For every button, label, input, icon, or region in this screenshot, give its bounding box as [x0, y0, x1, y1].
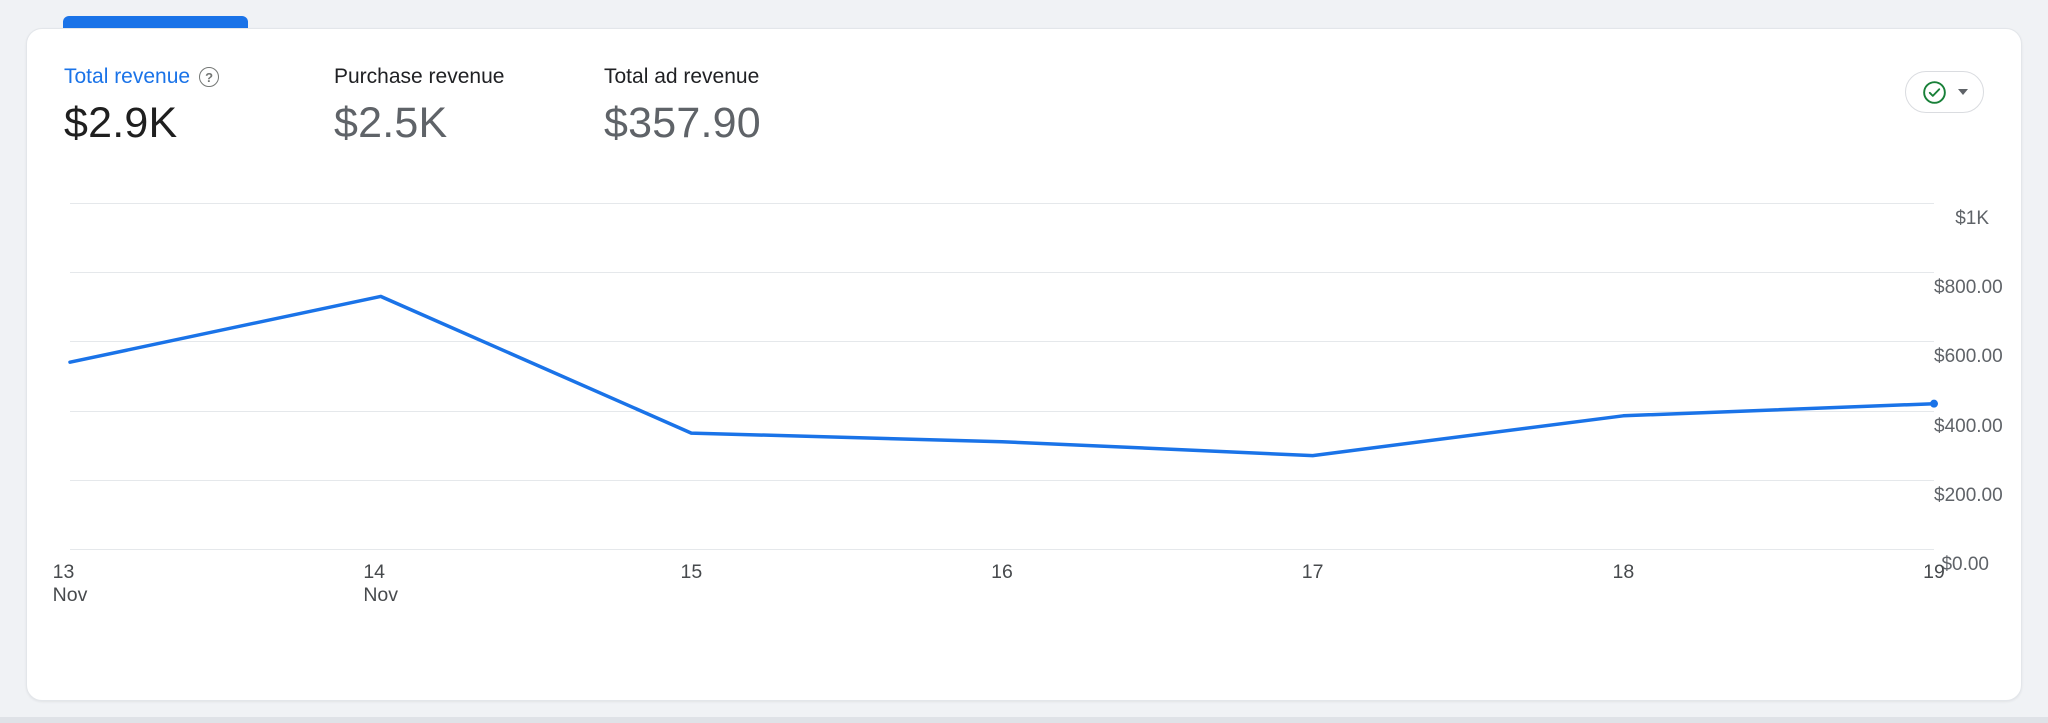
- x-axis-tick-label: 15: [680, 561, 703, 583]
- page-bottom-strip: [0, 717, 2048, 723]
- x-axis-tick-label: 19: [1923, 561, 1945, 583]
- caret-down-icon: [1958, 89, 1968, 95]
- metric-label-row: Total ad revenue: [604, 65, 874, 89]
- gridline: [70, 479, 1934, 481]
- gridline: [70, 272, 1934, 274]
- revenue-line-chart: $1K $800.00 $600.00 $400.00 $200.00 $0.00 13 N…: [53, 203, 2023, 633]
- y-axis-tick-label: $600.00: [1934, 346, 2003, 368]
- metric-tabs: Total revenue ? $2.9K Purchase revenue $…: [27, 29, 2021, 148]
- metric-label[interactable]: Total revenue: [64, 65, 191, 88]
- x-axis-tick-label: 17: [1301, 561, 1324, 583]
- metric-tab-total-ad-revenue[interactable]: Total ad revenue $357.90: [604, 65, 874, 148]
- gridline: [70, 341, 1934, 343]
- metric-label-row: Total revenue ?: [64, 65, 334, 89]
- y-axis-tick-label: $400.00: [1934, 415, 2003, 437]
- metric-value: $2.5K: [334, 99, 448, 147]
- metric-label-row: Purchase revenue: [334, 65, 604, 89]
- y-axis-tick-label: $200.00: [1934, 484, 2003, 506]
- y-axis-tick-label: $800.00: [1934, 277, 2003, 299]
- metric-value: $2.9K: [64, 99, 178, 147]
- revenue-line-series: [68, 294, 1938, 458]
- active-tab-indicator: [63, 16, 248, 28]
- metric-tab-purchase-revenue[interactable]: Purchase revenue $2.5K: [334, 65, 604, 148]
- x-axis-tick-label: 14 Nov: [363, 561, 398, 606]
- data-quality-button[interactable]: [1905, 71, 1984, 113]
- revenue-overview-card: Total revenue ? $2.9K Purchase revenue $…: [26, 28, 2022, 701]
- metric-label[interactable]: Total ad revenue: [604, 65, 760, 88]
- x-axis-tick-label: 18: [1612, 561, 1635, 583]
- metric-value: $357.90: [604, 99, 761, 147]
- y-axis-tick-label: $1K: [1955, 208, 1989, 229]
- gridline: [70, 203, 1934, 204]
- gridline: [70, 549, 1934, 550]
- check-circle-icon: [1921, 79, 1948, 106]
- help-icon[interactable]: ?: [199, 67, 220, 87]
- metric-label[interactable]: Purchase revenue: [334, 65, 505, 88]
- metric-tab-total-revenue[interactable]: Total revenue ? $2.9K: [64, 65, 334, 148]
- y-axis-tick-label: $0.00: [1941, 554, 1989, 575]
- gridline: [70, 410, 1934, 412]
- x-axis-tick-label: 16: [991, 561, 1013, 583]
- x-axis-tick-label: 13 Nov: [52, 561, 88, 606]
